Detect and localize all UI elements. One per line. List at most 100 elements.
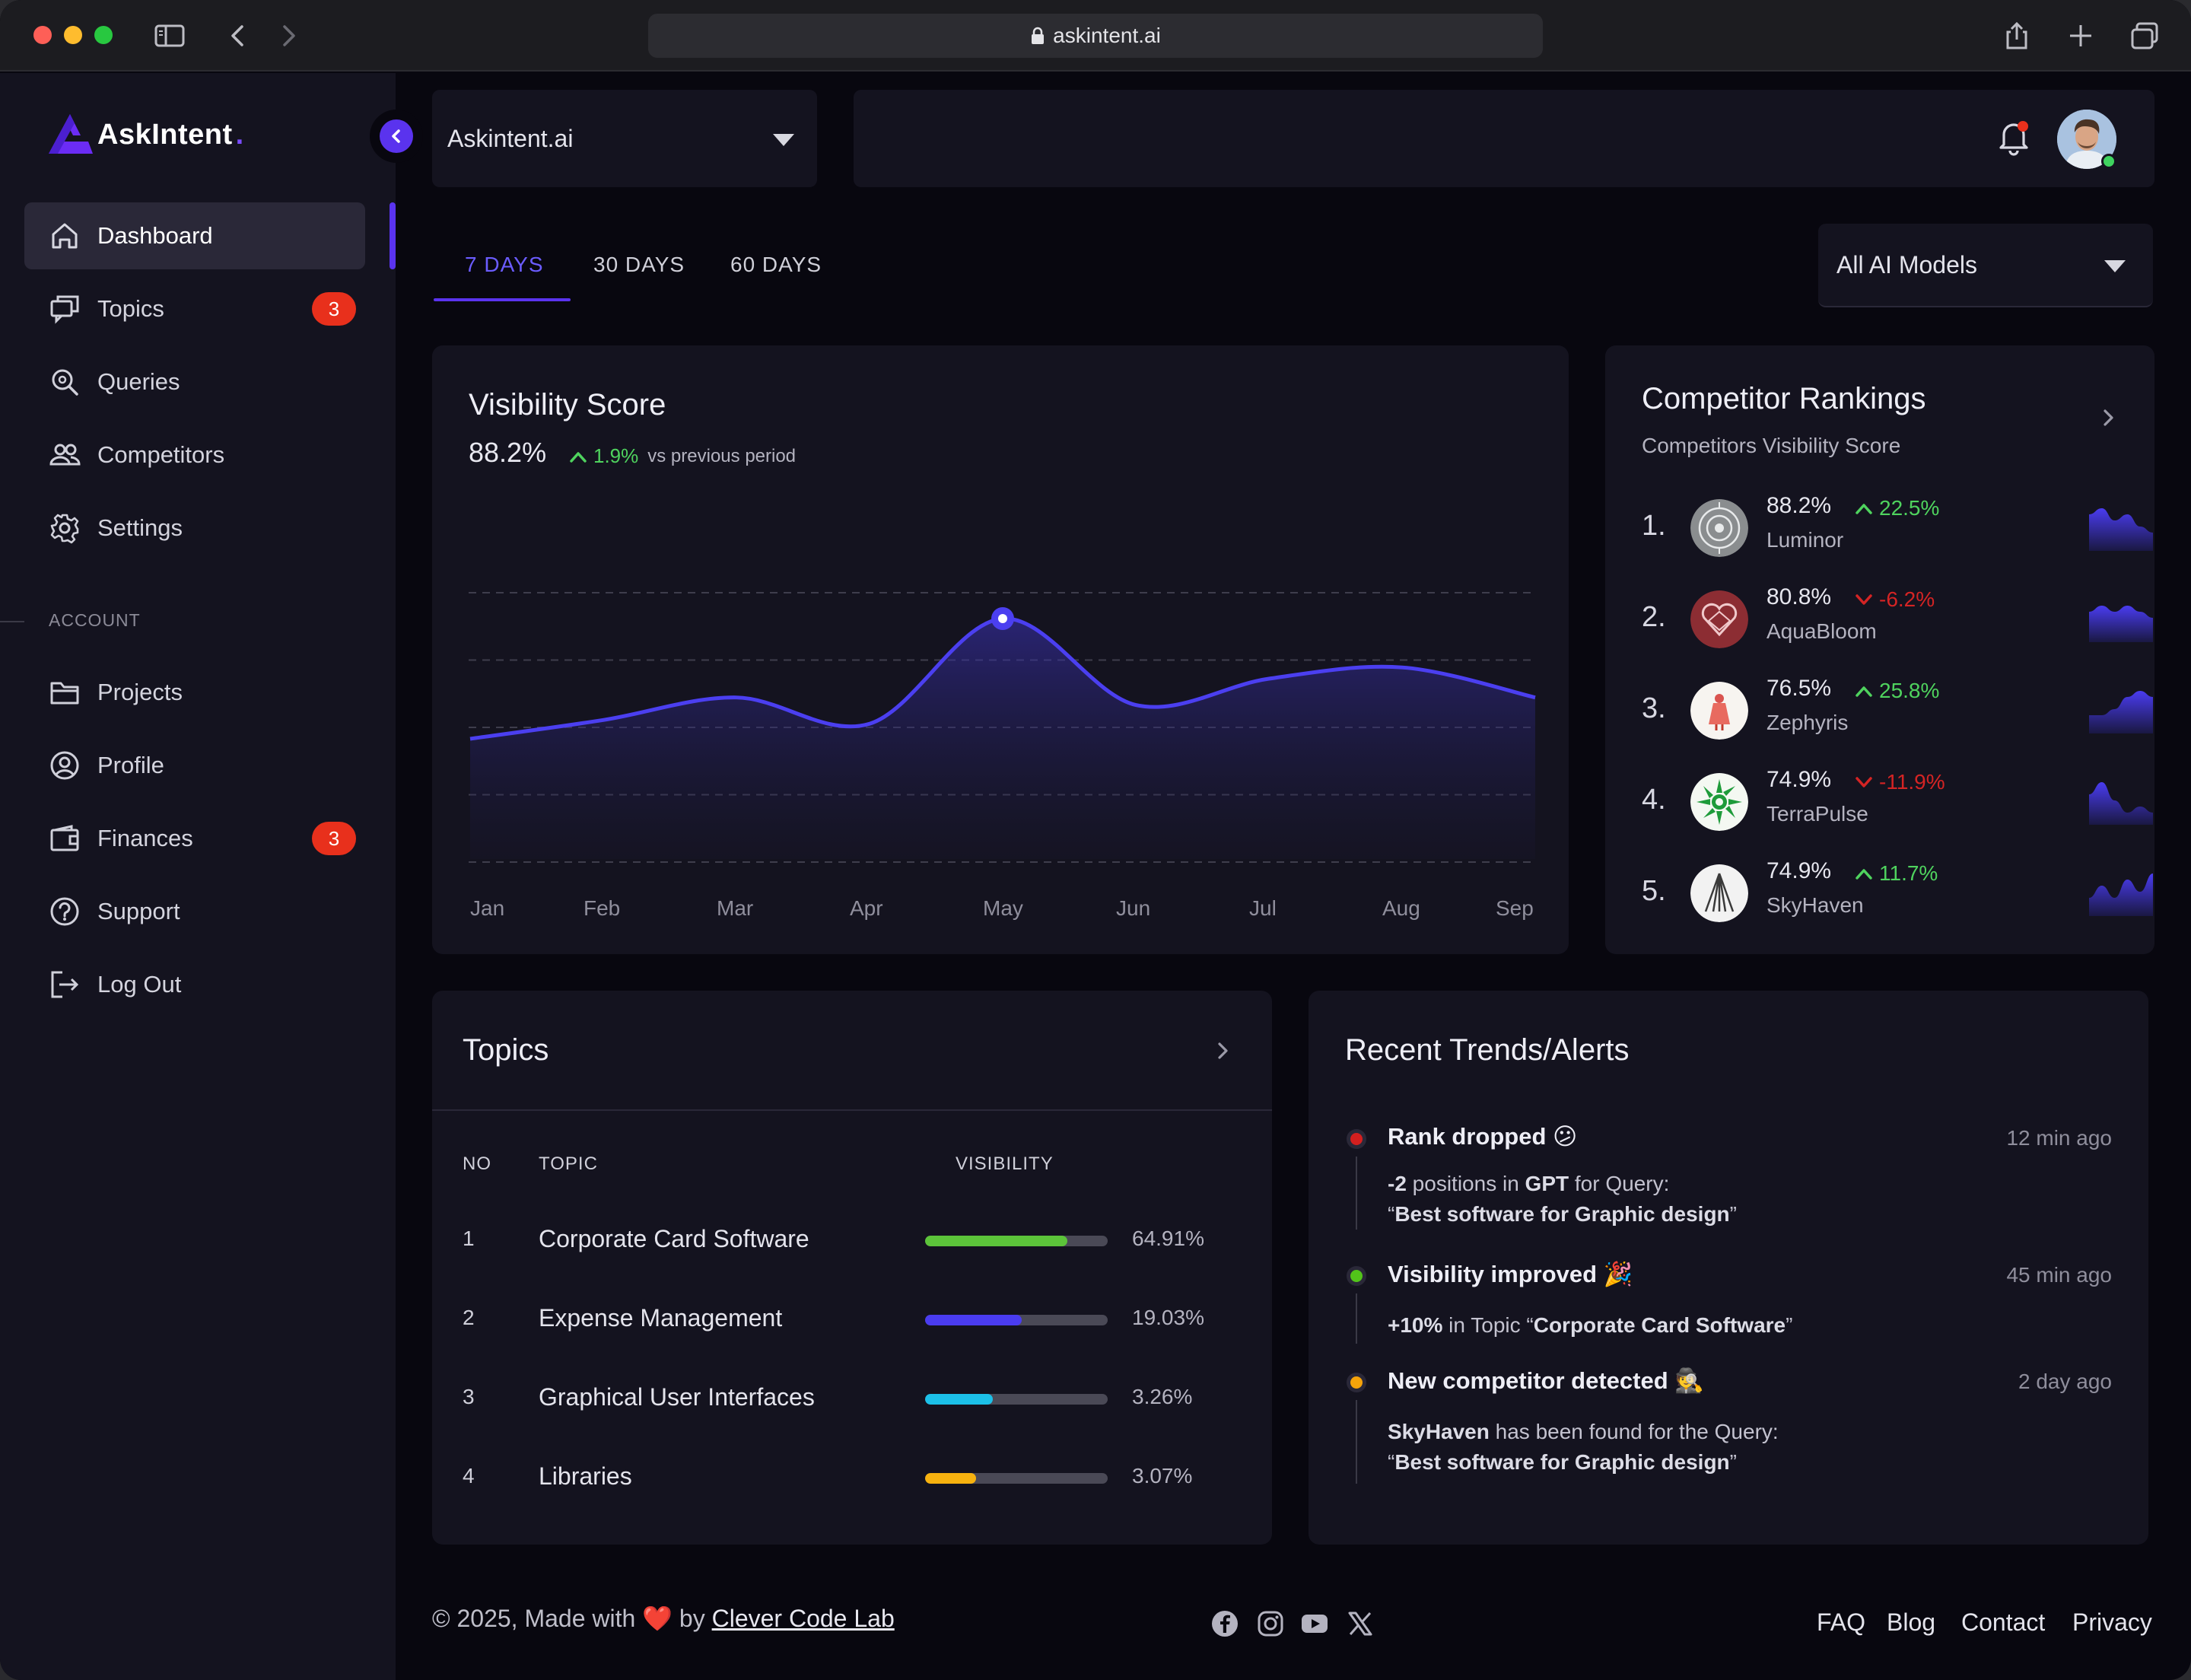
alert-body: SkyHaven has been found for the Query: “… — [1388, 1417, 1779, 1478]
ai-models-select-value: All AI Models — [1836, 250, 1977, 278]
competitor-rank: 5. — [1642, 875, 1666, 907]
alert-title-text: Visibility improved — [1388, 1261, 1598, 1287]
sidebar-item-topics[interactable]: Topics 3 — [24, 275, 365, 342]
collapse-button-face — [380, 119, 413, 153]
brand-logo[interactable]: AskIntent. — [47, 113, 244, 157]
skyhaven-logo-icon — [1690, 864, 1748, 922]
competitor-sparkline — [2089, 606, 2153, 642]
bell-icon[interactable] — [1996, 119, 2031, 157]
tab-30-days[interactable]: 30 DAYS — [593, 253, 685, 276]
chevron-right-icon[interactable] — [1213, 1039, 1232, 1062]
sidebar-item-profile[interactable]: Profile — [24, 732, 365, 799]
table-row[interactable]: 1 Corporate Card Software 64.91% — [463, 1217, 1254, 1263]
sidebar-item-queries[interactable]: Queries — [24, 348, 365, 415]
alert-title[interactable]: Visibility improved 🎉 — [1388, 1260, 1633, 1288]
x-icon[interactable] — [1347, 1610, 1374, 1637]
alert-text: in Topic “ — [1442, 1313, 1534, 1337]
footer-copyright: © 2025, Made with ❤️ by Clever Code Lab — [432, 1604, 895, 1633]
alert-status-dot — [1347, 1373, 1366, 1392]
sidebar-item-finances[interactable]: Finances 3 — [24, 805, 365, 872]
topic-visibility-pct: 3.07% — [1132, 1464, 1193, 1488]
footer-link-blog[interactable]: Blog — [1887, 1608, 1936, 1636]
x-tick-label: Sep — [1496, 896, 1534, 920]
tab-60-days[interactable]: 60 DAYS — [730, 253, 822, 276]
alert-status-dot — [1347, 1266, 1366, 1286]
visibility-delta: 1.9% vs previous period — [569, 444, 796, 468]
footer-link-privacy[interactable]: Privacy — [2072, 1608, 2152, 1636]
competitor-row[interactable]: 5. 74.9% 11.7% SkyHaven — [1642, 855, 2153, 931]
chat-icon — [50, 295, 79, 324]
instagram-icon[interactable] — [1257, 1610, 1284, 1637]
facebook-icon[interactable] — [1211, 1610, 1239, 1637]
folder-icon — [50, 682, 79, 705]
sidebar-item-label: Support — [97, 898, 180, 924]
alert-quote: ” — [1729, 1450, 1737, 1474]
topics-card-title: Topics — [463, 1033, 549, 1067]
zoom-window-button[interactable] — [94, 26, 113, 44]
footer-link-faq[interactable]: FAQ — [1817, 1608, 1866, 1636]
alert-title[interactable]: New competitor detected 🕵 — [1388, 1367, 1704, 1395]
competitor-row[interactable]: 1. 88.2% 22.5% Luminor — [1642, 490, 2153, 566]
alert-emphasis: SkyHaven — [1388, 1420, 1490, 1443]
chevron-right-icon[interactable] — [2098, 406, 2118, 429]
topic-visibility-bar — [925, 1394, 1108, 1405]
project-select[interactable]: Askintent.ai — [432, 90, 817, 187]
online-status-dot — [2101, 154, 2116, 169]
tab-overview-icon[interactable] — [2129, 20, 2161, 52]
sidebar-item-logout[interactable]: Log Out — [24, 951, 365, 1018]
topic-name: Libraries — [539, 1462, 632, 1490]
finances-count-badge: 3 — [312, 822, 356, 855]
competitor-name: Zephyris — [1766, 711, 1849, 734]
competitor-change-value: 22.5% — [1879, 496, 1940, 520]
close-window-button[interactable] — [33, 26, 52, 44]
collapse-sidebar-button[interactable] — [370, 110, 423, 163]
confused-emoji-icon: 😕 — [1553, 1123, 1578, 1150]
column-header-topic: TOPIC — [539, 1153, 598, 1174]
sidebar-toggle-icon[interactable] — [154, 20, 186, 52]
table-row[interactable]: 3 Graphical User Interfaces 3.26% — [463, 1376, 1254, 1421]
column-header-no: NO — [463, 1153, 491, 1174]
competitor-sparkline — [2089, 508, 2153, 551]
alert-time: 12 min ago — [2006, 1126, 2112, 1150]
table-row[interactable]: 2 Expense Management 19.03% — [463, 1297, 1254, 1342]
sidebar-item-projects[interactable]: Projects — [24, 659, 365, 726]
sidebar-item-label: Topics — [97, 295, 164, 322]
youtube-icon[interactable] — [1301, 1610, 1328, 1637]
topics-count-badge: 3 — [312, 292, 356, 326]
sidebar-item-support[interactable]: Support — [24, 878, 365, 945]
x-tick-label: Apr — [850, 896, 883, 920]
ai-models-select[interactable]: All AI Models — [1818, 224, 2153, 307]
competitor-row[interactable]: 2. 80.8% -6.2% AquaBloom — [1642, 581, 2153, 657]
footer-link-contact[interactable]: Contact — [1961, 1608, 2046, 1636]
address-bar[interactable]: askintent.ai — [648, 14, 1543, 58]
alert-emphasis: GPT — [1525, 1172, 1569, 1195]
forward-icon[interactable] — [272, 20, 304, 52]
competitor-row[interactable]: 4. 74.9% -11.9% TerraPulse — [1642, 764, 2153, 840]
avatar[interactable] — [2057, 110, 2116, 169]
topic-visibility-pct: 3.26% — [1132, 1385, 1193, 1408]
chevron-down-icon — [2104, 260, 2126, 272]
competitor-row[interactable]: 3. 76.5% 25.8% Zephyris — [1642, 673, 2153, 749]
topic-visibility-fill — [925, 1473, 977, 1484]
alert-quote: “ — [1388, 1450, 1395, 1474]
table-row[interactable]: 4 Libraries 3.07% — [463, 1455, 1254, 1500]
detective-emoji-icon: 🕵 — [1674, 1367, 1704, 1394]
alert-status-dot — [1347, 1129, 1366, 1149]
topic-visibility-fill — [925, 1236, 1068, 1246]
sidebar-item-settings[interactable]: Settings — [24, 495, 365, 562]
sidebar: AskIntent. Dashboard Topics 3 Queries Co… — [0, 73, 396, 1680]
sidebar-item-competitors[interactable]: Competitors — [24, 422, 365, 488]
minimize-window-button[interactable] — [64, 26, 82, 44]
competitor-rank: 3. — [1642, 692, 1666, 724]
sidebar-item-dashboard[interactable]: Dashboard — [24, 202, 365, 269]
tab-7-days[interactable]: 7 DAYS — [465, 253, 544, 276]
visibility-delta-suffix: vs previous period — [647, 445, 797, 466]
company-link[interactable]: Clever Code Lab — [711, 1605, 895, 1632]
back-icon[interactable] — [222, 20, 254, 52]
alert-title[interactable]: Rank dropped 😕 — [1388, 1123, 1577, 1150]
share-icon[interactable] — [2001, 20, 2033, 52]
competitor-rank: 4. — [1642, 784, 1666, 816]
new-tab-icon[interactable] — [2065, 20, 2097, 52]
top-bar — [854, 90, 2154, 187]
arrow-up-icon — [1856, 504, 1872, 514]
